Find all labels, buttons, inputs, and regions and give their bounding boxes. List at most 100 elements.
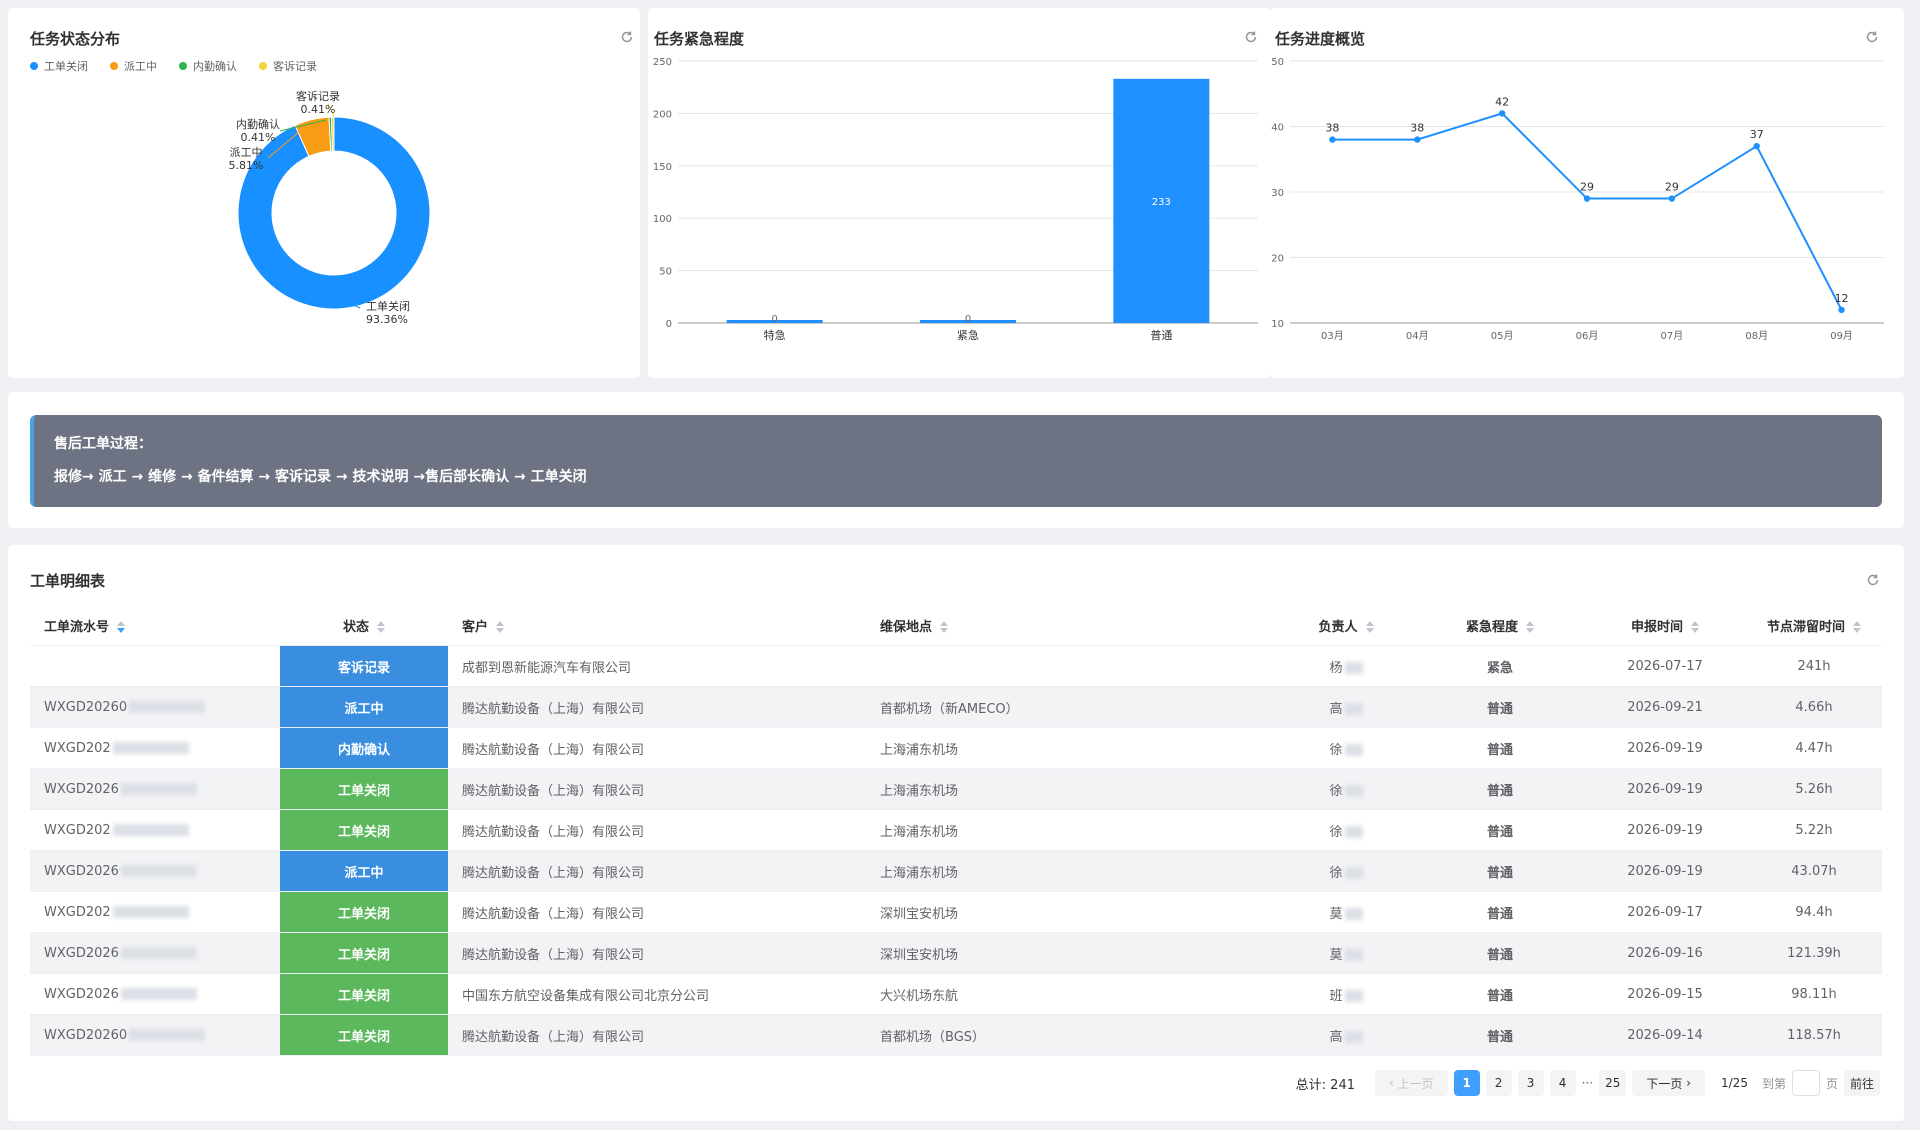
- cell-customer: 腾达航勤设备（上海）有限公司: [448, 809, 866, 851]
- data-point-6[interactable]: [1838, 306, 1845, 314]
- x-tick-label: 06月: [1576, 330, 1599, 342]
- x-tick-label: 05月: [1491, 330, 1514, 342]
- page-info: 1/25: [1721, 1076, 1748, 1090]
- sort-icon[interactable]: [1853, 620, 1861, 634]
- legend-label: 客诉记录: [273, 60, 317, 73]
- data-point-2[interactable]: [1498, 110, 1506, 117]
- process-banner: 售后工单过程： 报修→ 派工 → 维修 → 备件结算 → 客诉记录 → 技术说明…: [30, 415, 1882, 507]
- data-point-5[interactable]: [1753, 142, 1760, 150]
- legend-dot: [259, 62, 267, 70]
- cell-date: 2026-09-14: [1584, 1014, 1746, 1056]
- sort-icon[interactable]: [1526, 620, 1534, 634]
- sort-icon[interactable]: [1365, 620, 1374, 634]
- page-button-1[interactable]: 1: [1453, 1070, 1480, 1096]
- bar-2[interactable]: [1113, 78, 1210, 323]
- column-header-urgency[interactable]: 紧急程度: [1416, 605, 1584, 646]
- y-tick-label: 250: [653, 57, 672, 68]
- page-button-3[interactable]: 3: [1517, 1070, 1544, 1096]
- column-header-location[interactable]: 维保地点: [866, 605, 1276, 646]
- status-badge: 工单关闭: [280, 1014, 448, 1056]
- cell-stay: 118.57h: [1746, 1014, 1882, 1056]
- cell-stay: 241h: [1746, 645, 1882, 687]
- page-button-4[interactable]: 4: [1549, 1070, 1576, 1096]
- table-row[interactable]: WXGD202 工单关闭 腾达航勤设备（上海）有限公司 深圳宝安机场莫普通 2026-0…: [30, 891, 1882, 933]
- y-tick-label: 20: [1271, 254, 1284, 265]
- column-header-id[interactable]: 工单流水号: [30, 605, 280, 646]
- pie-slice-3[interactable]: [330, 116, 335, 152]
- page-button-2[interactable]: 2: [1485, 1070, 1512, 1096]
- pie-slice-0[interactable]: [237, 116, 431, 310]
- status-badge: 工单关闭: [280, 973, 448, 1015]
- sort-icon[interactable]: [117, 620, 126, 634]
- legend-dot: [179, 62, 187, 70]
- legend-item[interactable]: 内勤确认: [179, 58, 237, 74]
- table-row[interactable]: 客诉记录 成都到恩新能源汽车有限公司 杨紧急 2026-07-17 241h: [30, 645, 1882, 687]
- goto-button[interactable]: 前往: [1843, 1070, 1880, 1096]
- column-header-customer[interactable]: 客户: [448, 605, 866, 646]
- header-label: 状态: [342, 619, 369, 635]
- data-point-0[interactable]: [1329, 136, 1336, 143]
- table-row[interactable]: WXGD2026 派工中 腾达航勤设备（上海）有限公司 上海浦东机场徐普通 2026-0…: [30, 850, 1882, 892]
- cell-date: 2026-07-17: [1584, 645, 1746, 687]
- cell-owner: 徐: [1276, 727, 1416, 769]
- column-header-stay[interactable]: 节点滞留时间: [1746, 605, 1882, 646]
- x-tick-label: 04月: [1406, 330, 1429, 342]
- header-label: 维保地点: [880, 619, 933, 635]
- table-row[interactable]: WXGD202 工单关闭 腾达航勤设备（上海）有限公司 上海浦东机场徐普通 2026-0…: [30, 809, 1882, 851]
- legend-item[interactable]: 工单关闭: [30, 58, 88, 74]
- cell-id: WXGD2026: [30, 850, 280, 892]
- status-badge: 工单关闭: [280, 809, 448, 851]
- table-row[interactable]: WXGD2026 工单关闭 腾达航勤设备（上海）有限公司 上海浦东机场徐普通 2026-…: [30, 768, 1882, 810]
- column-header-date[interactable]: 申报时间: [1584, 605, 1746, 646]
- table-row[interactable]: WXGD20260 工单关闭 腾达航勤设备（上海）有限公司 首都机场（BGS）高普通 2…: [30, 1014, 1882, 1056]
- cell-location: 上海浦东机场: [866, 727, 1276, 769]
- legend-item[interactable]: 客诉记录: [259, 58, 317, 74]
- sort-icon[interactable]: [1691, 620, 1699, 634]
- x-tick-label: 普通: [1150, 328, 1172, 342]
- refresh-icon[interactable]: [1866, 573, 1880, 587]
- next-page-button[interactable]: 下一页 ›: [1632, 1070, 1705, 1096]
- bar-0[interactable]: [726, 320, 823, 323]
- column-header-status[interactable]: 状态: [280, 605, 448, 646]
- refresh-icon[interactable]: [1865, 30, 1879, 44]
- data-point-4[interactable]: [1668, 195, 1676, 202]
- data-point-3[interactable]: [1583, 195, 1591, 202]
- cell-owner: 高: [1276, 686, 1416, 728]
- cell-urgency: 普通: [1416, 891, 1584, 933]
- legend-dot: [110, 62, 118, 70]
- y-tick-label: 200: [653, 109, 672, 120]
- table-row[interactable]: WXGD2026 工单关闭 中国东方航空设备集成有限公司北京分公司 大兴机场东航班普通…: [30, 973, 1882, 1015]
- legend-label: 内勤确认: [193, 60, 237, 73]
- table-row[interactable]: WXGD2026 工单关闭 腾达航勤设备（上海）有限公司 深圳宝安机场莫普通 2026-…: [30, 932, 1882, 974]
- refresh-icon[interactable]: [620, 30, 634, 44]
- sort-icon[interactable]: [940, 620, 949, 634]
- total-count: 总计: 241: [1295, 1077, 1355, 1093]
- header-label: 紧急程度: [1465, 619, 1518, 635]
- legend-item[interactable]: 派工中: [110, 58, 157, 74]
- table-row[interactable]: WXGD202 内勤确认 腾达航勤设备（上海）有限公司 上海浦东机场徐普通 2026-0…: [30, 727, 1882, 769]
- data-point-1[interactable]: [1414, 136, 1421, 143]
- pagination-ellipsis[interactable]: ···: [1581, 1076, 1594, 1090]
- refresh-icon[interactable]: [1244, 30, 1258, 44]
- cell-date: 2026-09-15: [1584, 973, 1746, 1015]
- page-button-last[interactable]: 25: [1599, 1070, 1627, 1096]
- cell-id: [30, 645, 280, 687]
- cell-id: WXGD20260: [30, 686, 280, 728]
- prev-page-button[interactable]: ‹ 上一页: [1374, 1070, 1448, 1096]
- goto-page-input[interactable]: [1791, 1070, 1820, 1096]
- y-tick-label: 50: [659, 267, 672, 278]
- cell-location: 首都机场（BGS）: [866, 1014, 1276, 1056]
- sort-icon[interactable]: [496, 620, 505, 634]
- cell-id: WXGD2026: [30, 973, 280, 1015]
- table-row[interactable]: WXGD20260 派工中 腾达航勤设备（上海）有限公司 首都机场（新AMECO）高普…: [30, 686, 1882, 728]
- status-badge: 客诉记录: [280, 645, 448, 687]
- y-tick-label: 30: [1271, 188, 1284, 199]
- cell-date: 2026-09-19: [1584, 850, 1746, 892]
- bar-1[interactable]: [920, 320, 1016, 323]
- column-header-owner[interactable]: 负责人: [1276, 605, 1416, 646]
- cell-location: 深圳宝安机场: [866, 891, 1276, 933]
- cell-date: 2026-09-21: [1584, 686, 1746, 728]
- sort-icon[interactable]: [377, 620, 385, 634]
- pie-slice-label: 0.41%: [301, 103, 336, 116]
- cell-customer: 成都到恩新能源汽车有限公司: [448, 645, 866, 687]
